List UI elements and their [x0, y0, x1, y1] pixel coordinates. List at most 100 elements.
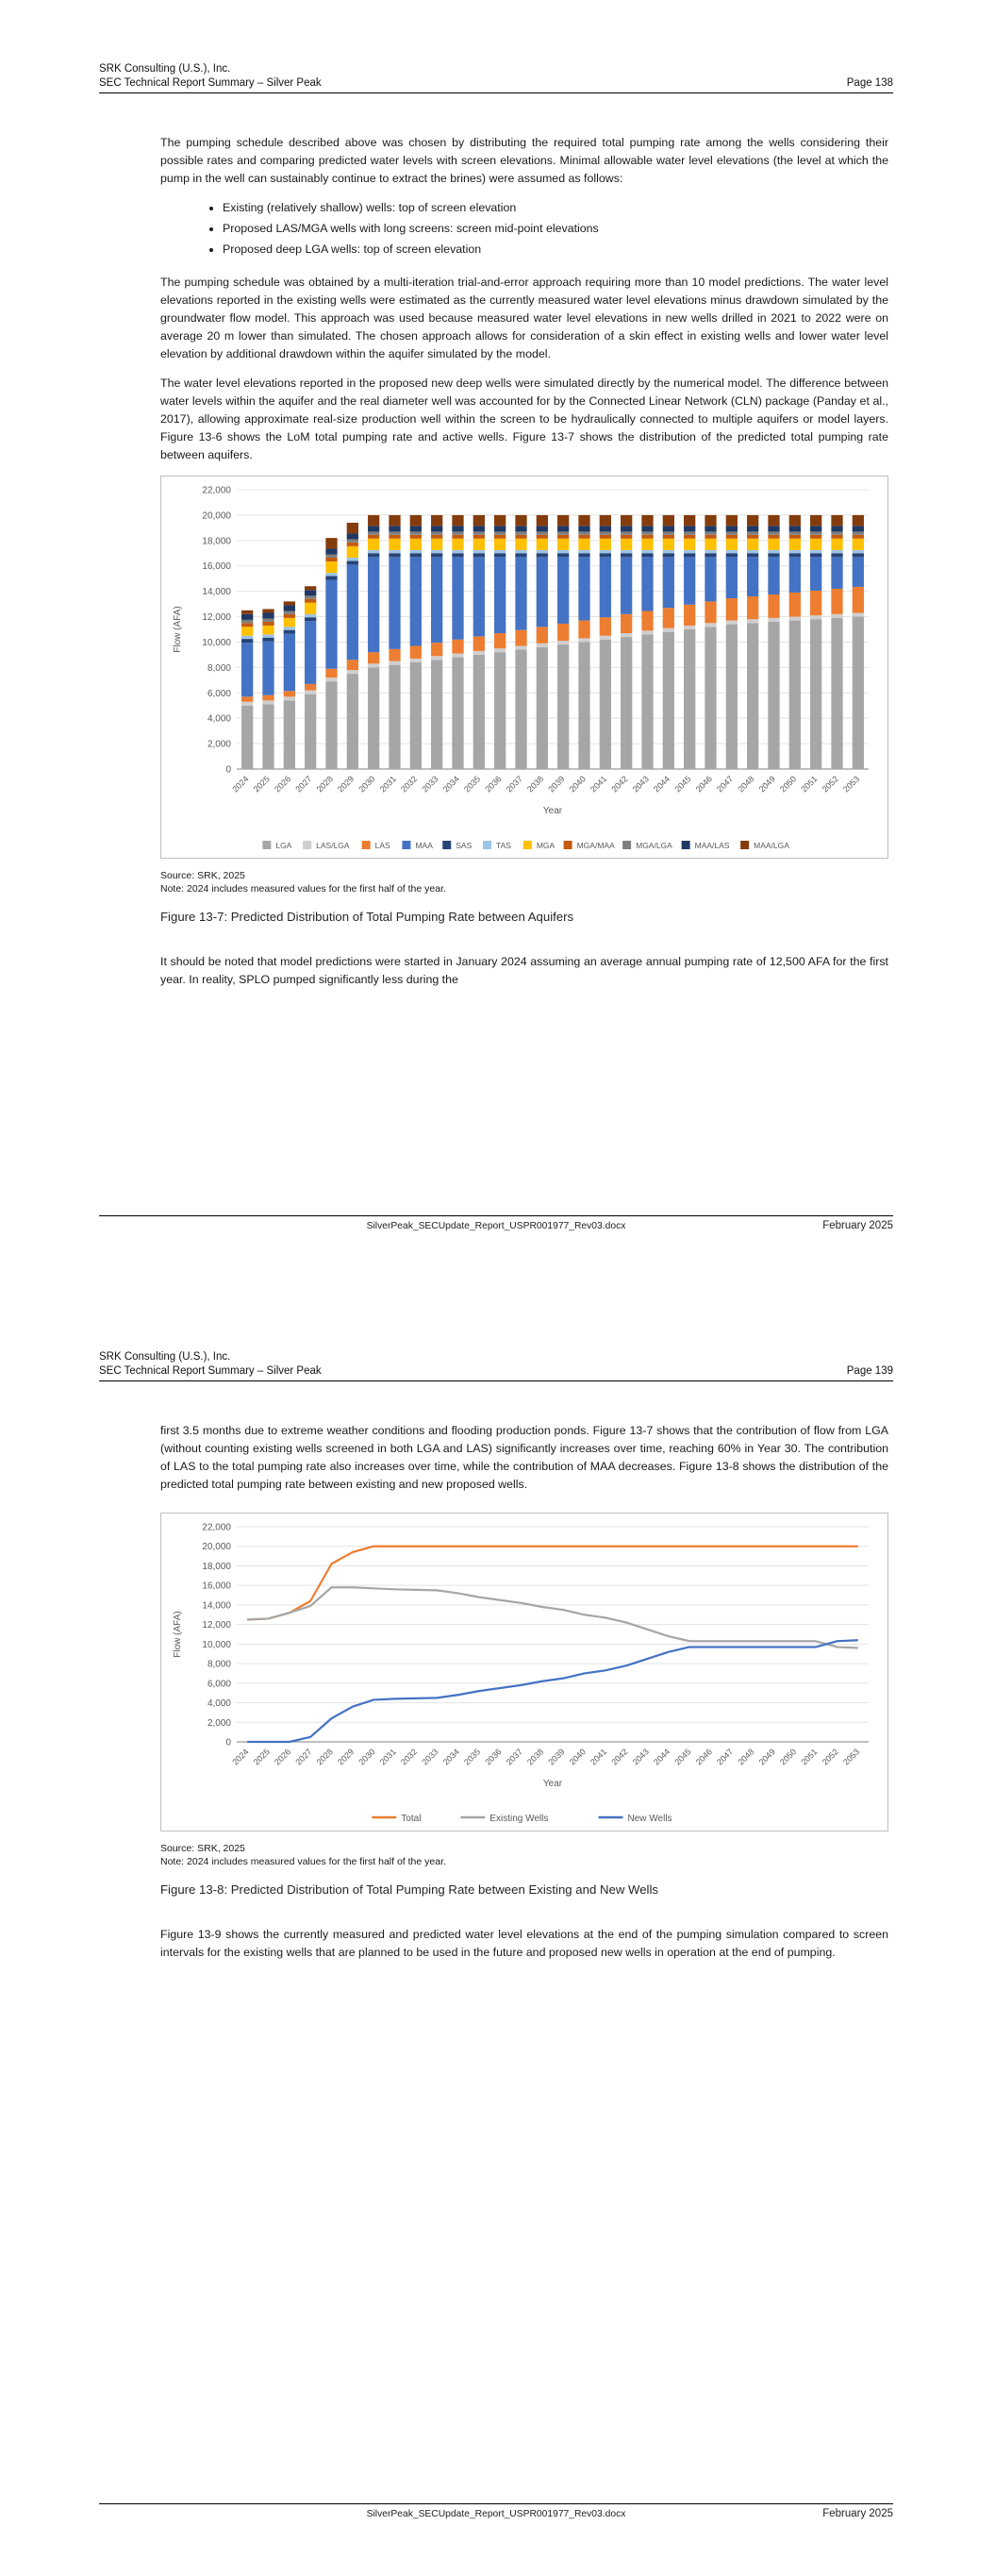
svg-text:Existing Wells: Existing Wells: [489, 1814, 548, 1824]
figure-source: Source: SRK, 2025: [160, 870, 245, 881]
svg-text:18,000: 18,000: [202, 1562, 231, 1572]
svg-text:2035: 2035: [462, 1747, 482, 1766]
svg-text:6,000: 6,000: [207, 1679, 231, 1689]
svg-text:2035: 2035: [462, 774, 482, 794]
svg-text:New Wells: New Wells: [628, 1814, 672, 1824]
svg-text:2051: 2051: [799, 1747, 819, 1766]
body-paragraph: It should be noted that model prediction…: [160, 955, 888, 986]
svg-text:4,000: 4,000: [207, 714, 231, 725]
svg-text:2052: 2052: [821, 774, 840, 794]
svg-text:2045: 2045: [672, 1747, 692, 1766]
body-paragraph: The pumping schedule described above was…: [160, 136, 888, 185]
svg-text:2049: 2049: [757, 774, 777, 794]
svg-text:2026: 2026: [273, 774, 292, 794]
page-139: SRK Consulting (U.S.), Inc. SEC Technica…: [0, 1288, 995, 2576]
header-report-title: SEC Technical Report Summary – Silver Pe…: [99, 1364, 322, 1377]
header-company: SRK Consulting (U.S.), Inc.: [99, 1351, 231, 1363]
svg-text:0: 0: [225, 765, 231, 776]
svg-text:16,000: 16,000: [202, 1581, 231, 1592]
svg-text:2024: 2024: [230, 1747, 250, 1766]
header-company: SRK Consulting (U.S.), Inc.: [99, 63, 231, 75]
svg-text:2027: 2027: [293, 1747, 313, 1766]
svg-text:2029: 2029: [336, 1747, 356, 1766]
svg-text:2030: 2030: [357, 774, 376, 794]
svg-text:2028: 2028: [315, 774, 335, 794]
svg-text:2038: 2038: [525, 1747, 545, 1766]
svg-text:MGA/LGA: MGA/LGA: [636, 841, 672, 850]
page-header: SRK Consulting (U.S.), Inc. SEC Technica…: [99, 1350, 893, 1381]
footer-date: February 2025: [822, 2508, 893, 2519]
figure-13-7-stacked-bar-chart: 0 2,000 4,000 6,000 8,000 10,000 12,000 14,000 1…: [173, 486, 869, 850]
svg-text:2040: 2040: [568, 774, 588, 794]
svg-text:2032: 2032: [399, 1747, 419, 1766]
svg-text:2048: 2048: [736, 1747, 755, 1766]
svg-text:12,000: 12,000: [202, 612, 231, 623]
svg-text:2037: 2037: [505, 1747, 524, 1766]
svg-text:10,000: 10,000: [202, 638, 231, 648]
svg-text:20,000: 20,000: [202, 510, 231, 521]
svg-text:0: 0: [225, 1738, 231, 1748]
svg-text:2034: 2034: [441, 774, 461, 794]
bullet-item: Proposed deep LGA wells: top of screen e…: [223, 241, 888, 259]
svg-text:Flow (AFA): Flow (AFA): [173, 606, 183, 652]
svg-text:MAA/LGA: MAA/LGA: [754, 841, 789, 850]
svg-text:2040: 2040: [568, 1747, 588, 1766]
footer-filename: SilverPeak_SECUpdate_Report_USPR001977_R…: [366, 2509, 626, 2519]
svg-text:2047: 2047: [715, 774, 735, 794]
bullet-item: Proposed LAS/MGA wells with long screens…: [223, 220, 888, 238]
svg-text:22,000: 22,000: [202, 486, 231, 496]
svg-text:2053: 2053: [841, 1747, 861, 1766]
svg-text:2044: 2044: [652, 774, 672, 794]
header-page-number: Page 138: [846, 76, 893, 89]
figure-13-7-caption: Figure 13-7: Predicted Distribution of T…: [160, 910, 574, 924]
page-content: The pumping schedule described above was…: [160, 134, 888, 1000]
svg-text:2029: 2029: [336, 774, 356, 794]
svg-text:8,000: 8,000: [207, 1660, 231, 1670]
svg-text:16,000: 16,000: [202, 561, 231, 572]
svg-text:2050: 2050: [778, 774, 798, 794]
page-138: SRK Consulting (U.S.), Inc. SEC Technica…: [0, 0, 995, 1288]
svg-text:2036: 2036: [483, 774, 503, 794]
figure-13-8-chart-frame: 0 2,000 4,000 6,000 8,000 10,000 12,000 14,000 1…: [160, 1513, 888, 1832]
svg-text:LAS/LGA: LAS/LGA: [316, 841, 350, 850]
svg-text:2036: 2036: [483, 1747, 503, 1766]
svg-text:2043: 2043: [631, 774, 651, 794]
svg-text:2039: 2039: [546, 1747, 566, 1766]
svg-text:2,000: 2,000: [207, 1718, 231, 1729]
svg-text:2044: 2044: [652, 1747, 672, 1766]
figure-note: Note: 2024 includes measured values for …: [160, 882, 446, 895]
svg-text:2041: 2041: [589, 774, 608, 794]
svg-text:LAS: LAS: [375, 841, 390, 850]
header-page-number: Page 139: [846, 1364, 893, 1377]
svg-text:2046: 2046: [694, 1747, 714, 1766]
svg-text:2037: 2037: [505, 774, 524, 794]
page-footer: SilverPeak_SECUpdate_Report_USPR001977_R…: [99, 2503, 893, 2526]
svg-text:4,000: 4,000: [207, 1698, 231, 1709]
svg-text:10,000: 10,000: [202, 1640, 231, 1650]
svg-text:2025: 2025: [252, 774, 272, 794]
svg-text:2031: 2031: [378, 774, 398, 794]
svg-text:8,000: 8,000: [207, 663, 231, 674]
svg-text:12,000: 12,000: [202, 1620, 231, 1631]
footer-filename: SilverPeak_SECUpdate_Report_USPR001977_R…: [366, 1221, 626, 1231]
svg-text:MAA: MAA: [415, 841, 433, 850]
figure-13-8-line-chart: 0 2,000 4,000 6,000 8,000 10,000 12,000 14,000 1…: [173, 1523, 869, 1824]
svg-text:14,000: 14,000: [202, 1600, 231, 1611]
svg-text:MGA/MAA: MGA/MAA: [577, 841, 615, 850]
svg-text:2043: 2043: [631, 1747, 651, 1766]
svg-text:Year: Year: [543, 806, 563, 816]
svg-text:2050: 2050: [778, 1747, 798, 1766]
svg-text:LGA: LGA: [275, 841, 291, 850]
page-header: SRK Consulting (U.S.), Inc. SEC Technica…: [99, 62, 893, 93]
svg-text:2,000: 2,000: [207, 740, 231, 750]
page-content: first 3.5 months due to extreme weather …: [160, 1422, 888, 1973]
svg-text:2041: 2041: [589, 1747, 608, 1766]
svg-text:2042: 2042: [609, 1747, 629, 1766]
svg-text:20,000: 20,000: [202, 1542, 231, 1552]
body-paragraph: The pumping schedule was obtained by a m…: [160, 276, 888, 360]
figure-13-8-caption: Figure 13-8: Predicted Distribution of T…: [160, 1882, 659, 1897]
body-paragraph: The water level elevations reported in t…: [160, 376, 888, 461]
svg-text:2033: 2033: [420, 1747, 439, 1766]
svg-text:2033: 2033: [420, 774, 439, 794]
svg-text:2024: 2024: [230, 774, 250, 794]
